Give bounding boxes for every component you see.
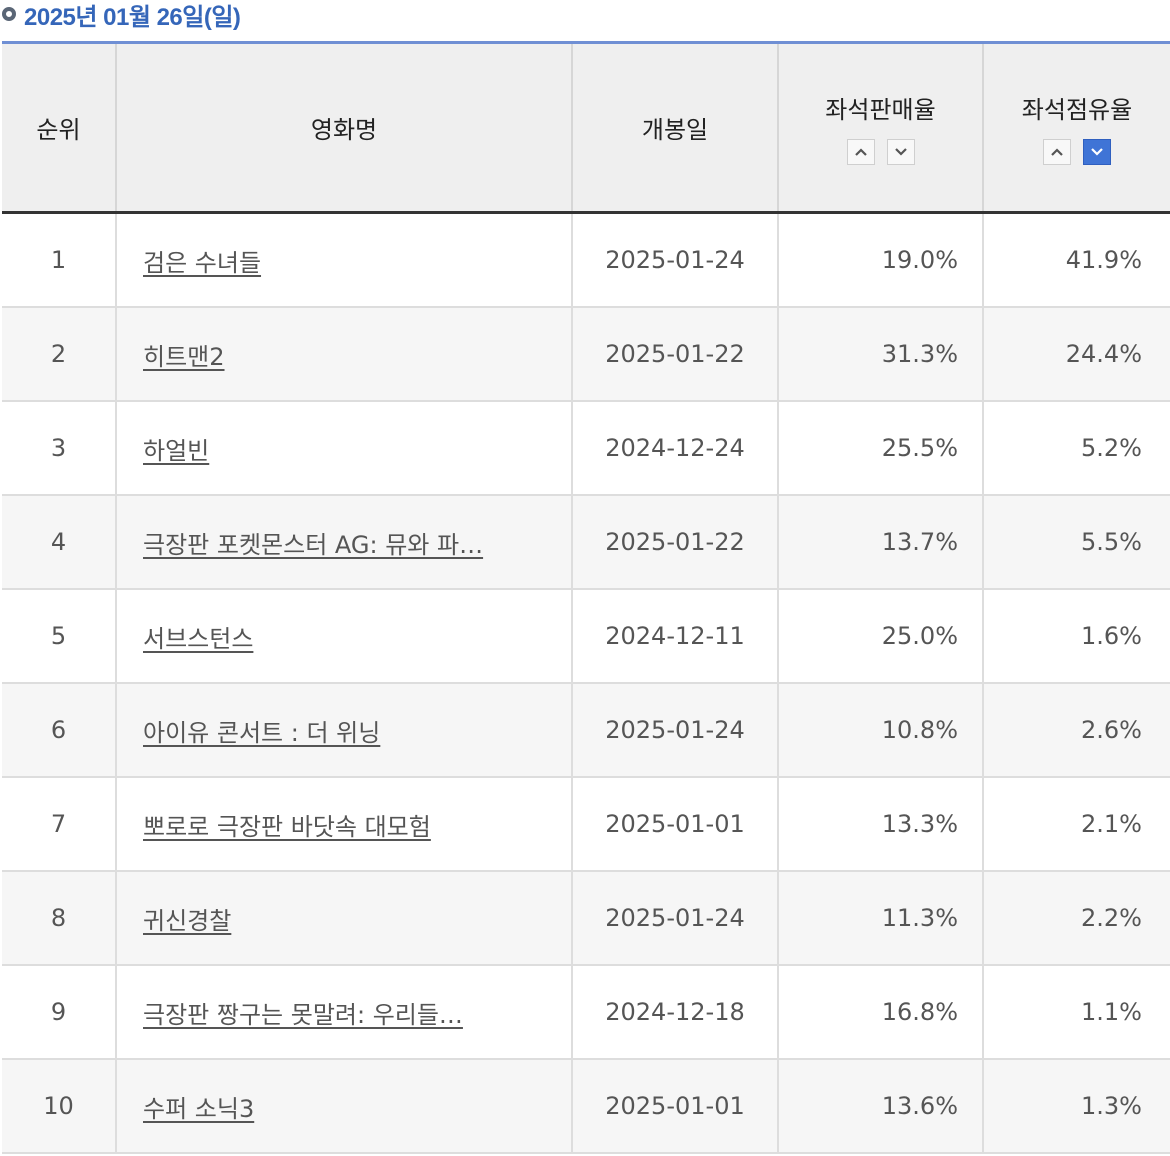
table-row: 10 수퍼 소닉3 2025-01-01 13.6% 1.3%: [2, 1059, 1170, 1154]
share-rate-cell: 41.9%: [982, 212, 1170, 308]
rank-cell: 4: [2, 495, 116, 590]
sales-rate-cell: 13.6%: [777, 1059, 983, 1154]
movie-title-link[interactable]: 귀신경찰: [143, 906, 232, 935]
sales-rate-cell: 13.7%: [777, 495, 983, 590]
title-cell: 극장판 짱구는 못말려: 우리들…: [115, 965, 572, 1060]
table-header: 순위 영화명 개봉일 좌석판매율 좌석점유율: [2, 41, 1170, 214]
chevron-up-icon: [1051, 148, 1063, 156]
table-row: 3 하얼빈 2024-12-24 25.5% 5.2%: [2, 401, 1170, 496]
chevron-down-icon: [894, 148, 907, 156]
title-cell: 검은 수녀들: [115, 212, 572, 308]
column-header-rank: 순위: [2, 41, 116, 214]
column-header-share-rate-label: 좌석점유율: [1021, 96, 1133, 124]
release-date-cell: 2024-12-18: [571, 965, 778, 1060]
table-row: 6 아이유 콘서트 : 더 위닝 2025-01-24 10.8% 2.6%: [2, 683, 1170, 778]
share-rate-cell: 1.3%: [982, 1059, 1170, 1154]
chevron-up-icon: [854, 148, 867, 156]
sales-rate-cell: 13.3%: [777, 777, 983, 872]
table-row: 2 히트맨2 2025-01-22 31.3% 24.4%: [2, 307, 1170, 402]
column-header-sales-rate: 좌석판매율: [777, 41, 983, 214]
table-row: 5 서브스턴스 2024-12-11 25.0% 1.6%: [2, 589, 1170, 684]
title-cell: 하얼빈: [115, 401, 572, 496]
share-rate-cell: 5.2%: [982, 401, 1170, 496]
release-date-cell: 2025-01-22: [571, 307, 778, 402]
boxoffice-table: 순위 영화명 개봉일 좌석판매율 좌석점유율: [2, 41, 1170, 1154]
table-row: 1 검은 수녀들 2025-01-24 19.0% 41.9%: [2, 212, 1170, 308]
share-rate-cell: 1.1%: [982, 965, 1170, 1060]
column-header-release: 개봉일: [571, 41, 778, 214]
rank-cell: 3: [2, 401, 116, 496]
sales-rate-cell: 31.3%: [777, 307, 983, 402]
title-cell: 뽀로로 극장판 바닷속 대모험: [115, 777, 572, 872]
title-cell: 극장판 포켓몬스터 AG: 뮤와 파…: [115, 495, 572, 590]
title-cell: 아이유 콘서트 : 더 위닝: [115, 683, 572, 778]
chevron-down-icon: [1091, 148, 1103, 156]
sort-sales-desc-button[interactable]: [886, 139, 915, 165]
title-cell: 귀신경찰: [115, 871, 572, 966]
movie-title-link[interactable]: 하얼빈: [143, 436, 210, 465]
date-title-text: 2025년 01월 26일(일): [24, 3, 241, 31]
sales-rate-cell: 11.3%: [777, 871, 983, 966]
sales-rate-cell: 10.8%: [777, 683, 983, 778]
movie-title-link[interactable]: 검은 수녀들: [143, 248, 262, 277]
movie-title-link[interactable]: 수퍼 소닉3: [143, 1094, 255, 1123]
title-cell: 히트맨2: [115, 307, 572, 402]
movie-title-link[interactable]: 히트맨2: [143, 342, 225, 371]
rank-cell: 5: [2, 589, 116, 684]
table-row: 9 극장판 짱구는 못말려: 우리들… 2024-12-18 16.8% 1.1…: [2, 965, 1170, 1060]
sort-share-desc-button[interactable]: [1083, 139, 1111, 165]
share-rate-cell: 2.2%: [982, 871, 1170, 966]
rank-cell: 2: [2, 307, 116, 402]
share-rate-cell: 5.5%: [982, 495, 1170, 590]
movie-title-link[interactable]: 뽀로로 극장판 바닷속 대모험: [143, 812, 431, 841]
date-heading: 2025년 01월 26일(일): [2, 0, 241, 31]
rank-cell: 6: [2, 683, 116, 778]
release-date-cell: 2025-01-01: [571, 1059, 778, 1154]
rank-cell: 1: [2, 212, 116, 308]
movie-title-link[interactable]: 극장판 짱구는 못말려: 우리들…: [143, 1000, 463, 1029]
share-rate-cell: 24.4%: [982, 307, 1170, 402]
rank-cell: 8: [2, 871, 116, 966]
movie-title-link[interactable]: 극장판 포켓몬스터 AG: 뮤와 파…: [143, 530, 484, 559]
table-row: 4 극장판 포켓몬스터 AG: 뮤와 파… 2025-01-22 13.7% 5…: [2, 495, 1170, 590]
sales-rate-cell: 19.0%: [777, 212, 983, 308]
release-date-cell: 2025-01-24: [571, 871, 778, 966]
release-date-cell: 2024-12-11: [571, 589, 778, 684]
sort-share-asc-button[interactable]: [1043, 139, 1071, 165]
title-cell: 서브스턴스: [115, 589, 572, 684]
release-date-cell: 2025-01-22: [571, 495, 778, 590]
sales-rate-cell: 25.5%: [777, 401, 983, 496]
share-rate-cell: 1.6%: [982, 589, 1170, 684]
sales-rate-cell: 25.0%: [777, 589, 983, 684]
release-date-cell: 2024-12-24: [571, 401, 778, 496]
share-rate-cell: 2.1%: [982, 777, 1170, 872]
release-date-cell: 2025-01-24: [571, 683, 778, 778]
table-body: 1 검은 수녀들 2025-01-24 19.0% 41.9% 2 히트맨2 2…: [2, 212, 1170, 1154]
release-date-cell: 2025-01-01: [571, 777, 778, 872]
movie-title-link[interactable]: 아이유 콘서트 : 더 위닝: [143, 718, 381, 747]
title-cell: 수퍼 소닉3: [115, 1059, 572, 1154]
movie-title-link[interactable]: 서브스턴스: [143, 624, 254, 653]
rank-cell: 10: [2, 1059, 116, 1154]
column-header-sales-rate-label: 좌석판매율: [825, 96, 936, 124]
column-header-title: 영화명: [115, 41, 572, 214]
release-date-cell: 2025-01-24: [571, 212, 778, 308]
sort-sales-asc-button[interactable]: [846, 139, 875, 165]
table-row: 8 귀신경찰 2025-01-24 11.3% 2.2%: [2, 871, 1170, 966]
rank-cell: 7: [2, 777, 116, 872]
column-header-share-rate: 좌석점유율: [982, 41, 1170, 214]
table-row: 7 뽀로로 극장판 바닷속 대모험 2025-01-01 13.3% 2.1%: [2, 777, 1170, 872]
circle-icon: [2, 7, 16, 21]
rank-cell: 9: [2, 965, 116, 1060]
sales-rate-cell: 16.8%: [777, 965, 983, 1060]
share-rate-cell: 2.6%: [982, 683, 1170, 778]
